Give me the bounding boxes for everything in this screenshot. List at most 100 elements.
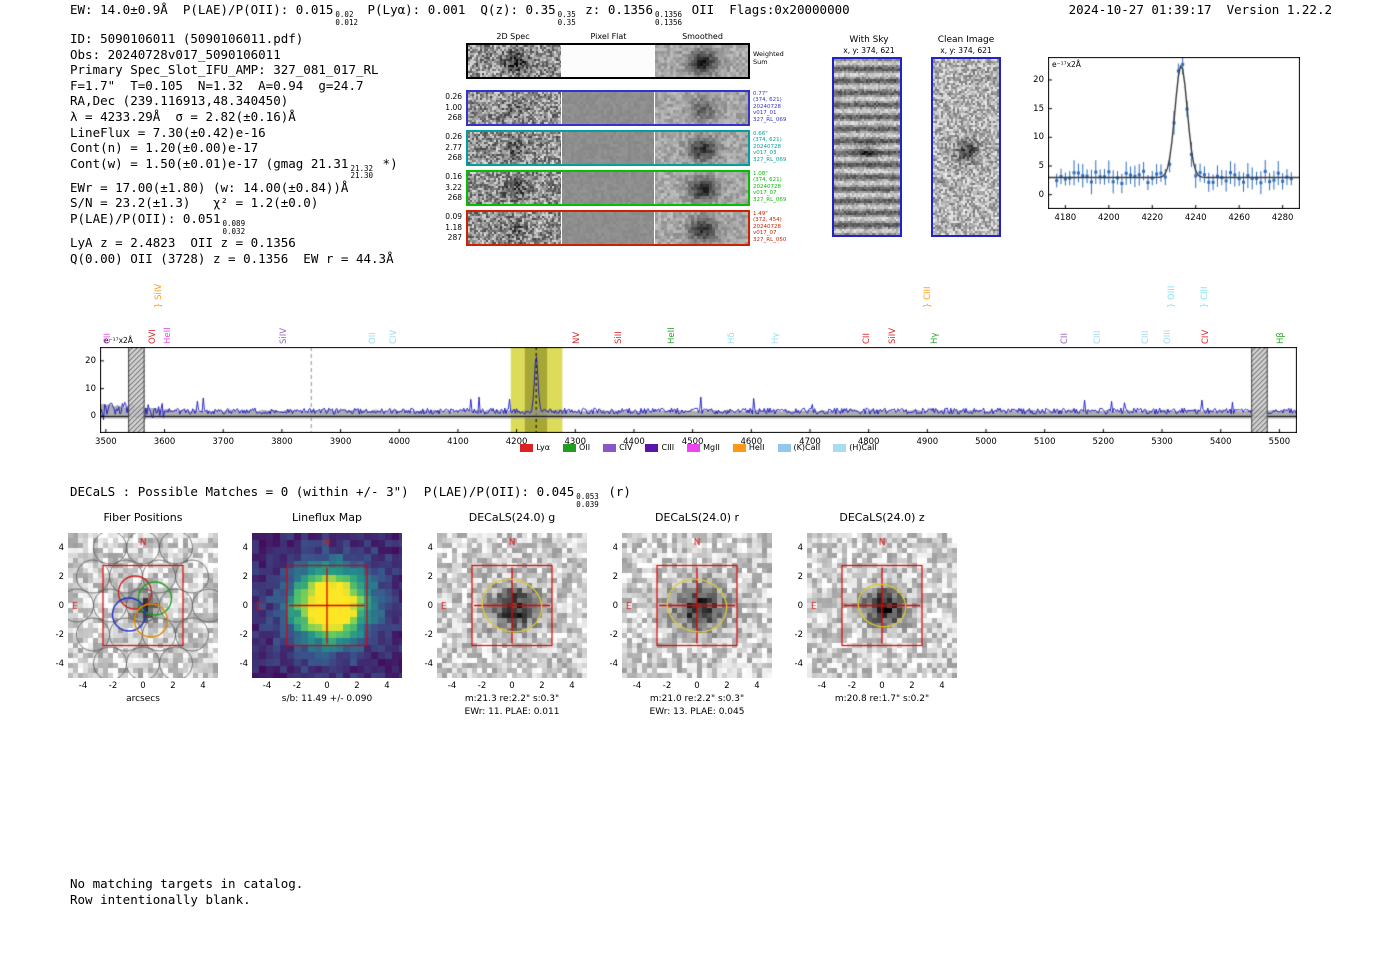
- weighted-sum-label-line: Sum: [753, 57, 768, 66]
- detection-info-block: ID: 5090106011 (5090106011.pdf) Obs: 202…: [70, 31, 398, 266]
- info-line-radec: RA,Dec (239.116913,48.340450): [70, 93, 289, 109]
- spectrum-y-tick-label: 20: [85, 355, 96, 366]
- cutout-y-tick-label: -4: [239, 658, 248, 669]
- legend-label: (K)CaII: [793, 443, 821, 452]
- spec2d-left-value: 268: [447, 193, 462, 202]
- zoom-x-tick-label: 4220: [1141, 213, 1164, 223]
- spectrum-y-tick-label: 10: [85, 383, 96, 394]
- spec2d-spec-image: [468, 212, 561, 244]
- cutout-y-tick-label: 0: [797, 600, 803, 611]
- stacked-uncertainty: 0.1356 0.1356: [654, 10, 683, 27]
- legend-item: (H)CaII: [833, 443, 877, 452]
- spectrum-units-label: e⁻¹⁷x2Å: [104, 336, 133, 345]
- spec2d-smooth-image: [655, 92, 748, 124]
- emission-line-label: SiII: [614, 331, 625, 344]
- cutout-x-tick-label: -2: [477, 681, 487, 691]
- cutout-x-tick-label: 0: [140, 681, 146, 691]
- stacked-uncertainty: 21.32 21.30: [350, 163, 374, 181]
- emission-line-label: Hγ: [771, 332, 782, 344]
- spec2d-annotation-line: v017_03: [753, 150, 777, 157]
- emission-line-label: Hδ: [726, 332, 737, 344]
- cutout-x-tick-label: -4: [447, 681, 457, 691]
- cutout-caption-1: m:20.8 re:1.7" s:0.2": [834, 694, 930, 704]
- spec2d-annotation-line: (374, 621): [753, 137, 782, 144]
- emission-line-label: } CIII: [922, 286, 933, 308]
- cutout-caption-2: EWr: 11. PLAE: 0.011: [464, 707, 560, 717]
- spec2d-left-value: 268: [447, 153, 462, 162]
- legend-item: CIV: [603, 443, 632, 452]
- cutout-y-tick-label: 0: [58, 600, 64, 611]
- spec2d-flat-image: [562, 212, 654, 244]
- spectrum-x-tick-label: 5100: [1033, 437, 1056, 447]
- spec2d-left-value: 3.22: [445, 182, 462, 192]
- cutout-y-tick-label: 2: [612, 571, 618, 582]
- spec2d-row: [466, 90, 750, 126]
- header-plya-qz: P(Lyα): 0.001 Q(z): 0.35: [359, 2, 556, 17]
- legend-label: MgII: [703, 443, 720, 452]
- cutout-x-tick-label: 0: [324, 681, 330, 691]
- cutout-x-tick-label: 4: [384, 681, 390, 691]
- spec2d-annotation-line: 327_RL_069: [753, 116, 787, 123]
- info-line-classification: Q(0.00) OII (3728) z = 0.1356 EW r = 44.…: [70, 250, 394, 266]
- cutout-y-tick-label: -4: [424, 658, 433, 669]
- stacked-uncertainty: 0.35 0.35: [557, 10, 576, 27]
- cutout-x-tick-label: 2: [354, 681, 360, 691]
- cutout-y-tick-label: -2: [55, 629, 64, 640]
- spectrum-x-tick-label: 4800: [857, 437, 880, 447]
- spec2d-smooth-image: [655, 45, 748, 77]
- legend-label: HeII: [748, 443, 765, 452]
- cutout-y-tick-label: 0: [612, 600, 618, 611]
- zoom-x-tick-label: 4240: [1184, 213, 1207, 223]
- cutout-x-tick-label: 0: [694, 681, 700, 691]
- spec2d-header-pixelflat: Pixel Flat: [590, 32, 627, 41]
- legend-label: OII: [579, 443, 591, 452]
- cutout-y-tick-label: -2: [794, 629, 803, 640]
- cutout-x-tick-label: -4: [78, 681, 88, 691]
- cutout-y-tick-label: 4: [797, 542, 803, 553]
- cutout-x-tick-label: 4: [200, 681, 206, 691]
- cutout-xlabel: arcsecs: [126, 694, 160, 704]
- clean-image-coords: x, y: 374, 621: [940, 46, 992, 55]
- clean-image: [931, 57, 1001, 237]
- emission-line-label: NV: [571, 331, 582, 344]
- spec2d-header-smoothed: Smoothed: [682, 32, 723, 41]
- header-ew-plae: EW: 14.0±0.9Å P(LAE)/P(OII): 0.015: [70, 2, 334, 17]
- clean-image-title: Clean Image: [937, 35, 995, 45]
- cutout-x-tick-label: 2: [909, 681, 915, 691]
- cutout-image-3: [622, 533, 772, 678]
- spectrum-x-tick-label: 4300: [564, 437, 587, 447]
- cutout-image-1: [252, 533, 402, 678]
- emission-line-label: } CIII: [1199, 286, 1210, 308]
- cutout-image-2: [437, 533, 587, 678]
- spectrum-x-tick-label: 5300: [1151, 437, 1173, 447]
- spectrum-x-tick-label: 4900: [916, 437, 939, 447]
- spec2d-left-value: 0.26: [445, 92, 462, 101]
- legend-swatch: [833, 443, 847, 452]
- cutout-x-tick-label: 0: [879, 681, 885, 691]
- emission-line-label: } OIII: [1166, 285, 1177, 308]
- info-line-sn-chi2: S/N = 23.2(±1.3) χ² = 1.2(±0.0): [70, 195, 319, 211]
- spec2d-annotation-line: 327_RL_069: [753, 196, 787, 203]
- cutout-y-tick-label: 4: [612, 542, 618, 553]
- spec2d-annotation-line: 20240728: [753, 143, 781, 150]
- cutout-y-tick-label: -2: [609, 629, 618, 640]
- cutout-y-tick-label: 2: [242, 571, 248, 582]
- spec2d-row: [466, 210, 750, 246]
- cutout-title: DECaLS(24.0) g: [468, 511, 556, 524]
- spec2d-annotation-line: 1.08": [753, 171, 768, 177]
- cutout-x-tick-label: -4: [262, 681, 272, 691]
- emission-line-label: CII: [861, 333, 872, 344]
- spectrum-y-tick-label: 0: [90, 411, 96, 422]
- summary-header: EW: 14.0±0.9Å P(LAE)/P(OII): 0.015 0.02 0.…: [70, 2, 850, 26]
- header-z: z: 0.1356: [577, 2, 653, 17]
- cutout-y-tick-label: 0: [242, 600, 248, 611]
- cutout-title: DECaLS(24.0) r: [654, 511, 740, 524]
- spec2d-annotation-line: 0.77": [753, 91, 768, 97]
- spec2d-spec-image: [468, 92, 561, 124]
- emission-line-label: HeII: [666, 327, 677, 344]
- info-line-cont-n: Cont(n) = 1.20(±0.00)e-17: [70, 140, 259, 156]
- zoom-y-tick-label: 5: [1038, 160, 1044, 171]
- spec2d-row-annotation: 1.08" (374, 621) 20240728 v017_07 327_RL_069: [753, 171, 786, 203]
- spec2d-left-value: 287: [447, 233, 462, 242]
- full-spectrum-plot: [100, 347, 1297, 433]
